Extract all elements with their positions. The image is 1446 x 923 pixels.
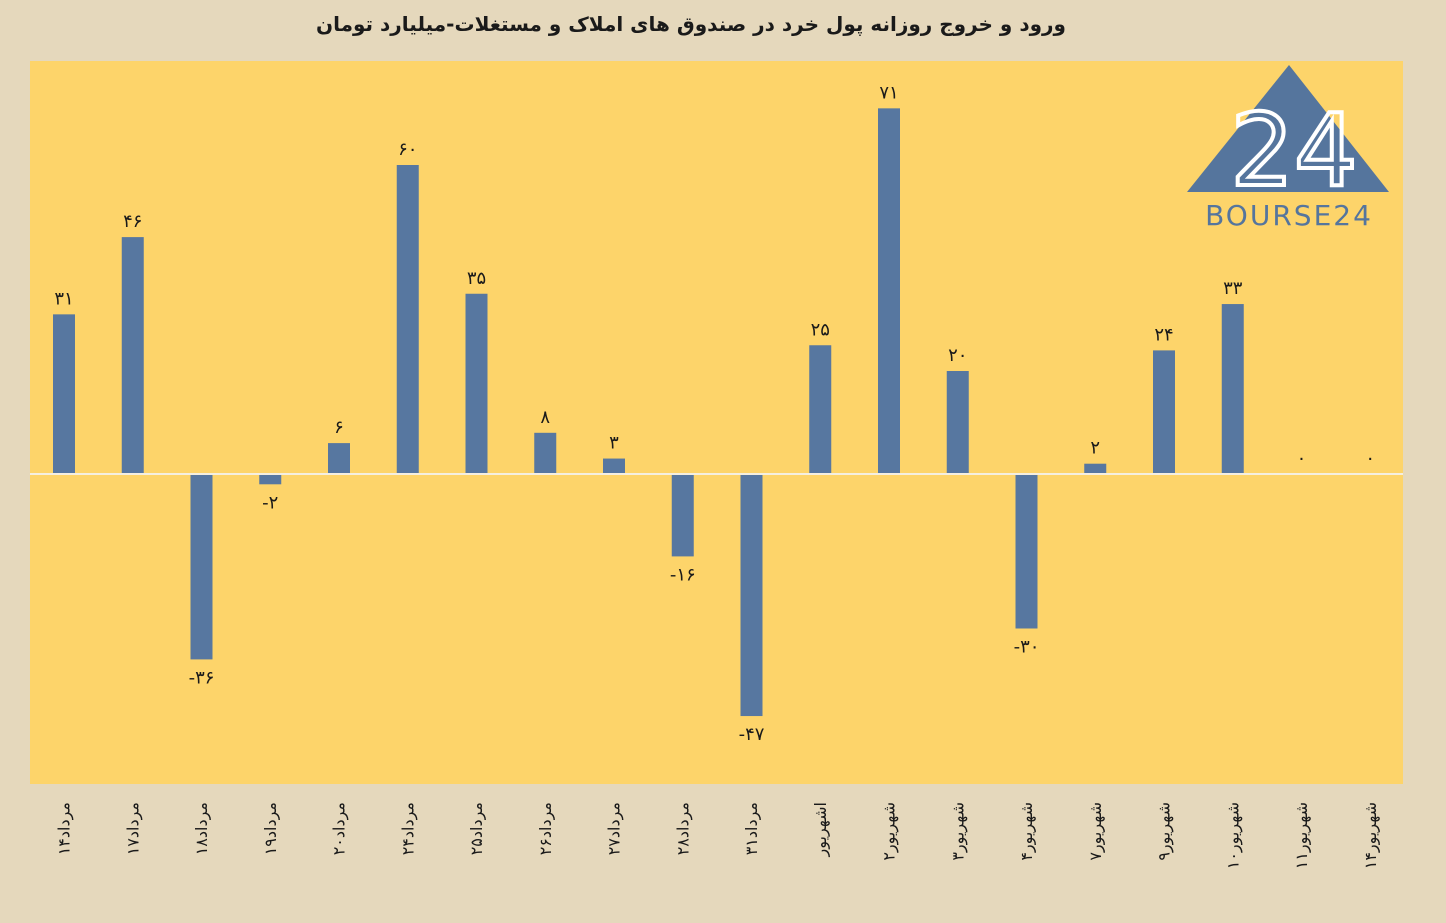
data-label: ۶ — [334, 417, 344, 438]
bar — [1221, 304, 1244, 474]
category-label: ۲شهریور — [880, 802, 900, 861]
bar — [121, 237, 144, 474]
data-label: -۴۷ — [739, 724, 765, 745]
data-label: ۴۶ — [123, 211, 142, 232]
category-label: ۱۴مرداد — [55, 802, 75, 855]
category-label: ۱۱شهریور — [1292, 802, 1312, 869]
data-label: ۳ — [609, 433, 619, 454]
chart-title: ورود و خروج روزانه پول خرد در صندوق های … — [316, 12, 1066, 36]
bar — [396, 165, 419, 474]
category-label: ۲۰مرداد — [330, 802, 350, 855]
data-label: ۳۵ — [467, 268, 486, 289]
data-label: -۳۶ — [189, 667, 215, 688]
data-label: ۷۱ — [879, 82, 898, 103]
bar — [1084, 463, 1107, 474]
data-label: ۳۳ — [1223, 278, 1243, 299]
data-label: ۰ — [1297, 448, 1307, 469]
category-label: ۷شهریور — [1086, 802, 1106, 861]
logo-mark: 24 — [1230, 92, 1357, 209]
bar — [1153, 350, 1175, 474]
bar — [603, 458, 625, 474]
category-labels-group: ۱۴مرداد ۱۷مرداد ۱۸مرداد ۱۹مرداد ۲۰مرداد ۲۴مرد… — [55, 802, 1381, 869]
value-labels-group: ۳۱ ۴۶ -۳۶ -۲ ۶ ۶۰ ۳۵ ۸ ۳ -۱۶ -۴۷ ۲۵ ۷۱ ۲۰ -۳۰ ۲ ۲۴ ۳۳ ۰ ۰ — [54, 82, 1375, 745]
category-label: ۲۵مرداد — [467, 802, 487, 855]
bar — [809, 345, 832, 474]
category-label: ۱۹مرداد — [261, 802, 281, 855]
category-label: ۴شهریور — [1017, 802, 1037, 861]
data-label: ۸ — [540, 407, 550, 428]
data-label: ۰ — [1365, 448, 1375, 469]
logo-triangle-icon — [1187, 65, 1389, 192]
data-label: -۲ — [262, 492, 278, 513]
bar — [53, 314, 75, 474]
data-label: -۳۰ — [1014, 637, 1040, 658]
category-label: اشهریور — [811, 802, 831, 858]
category-label: ۳۱مرداد — [742, 802, 762, 855]
bar — [1015, 474, 1038, 629]
category-label: ۱۷مرداد — [123, 802, 143, 855]
bar — [946, 371, 969, 474]
data-label: ۲۵ — [811, 319, 830, 340]
bar — [671, 474, 694, 557]
data-label: -۱۶ — [670, 564, 696, 585]
category-label: ۲۷مرداد — [605, 802, 625, 855]
data-label: ۲۰ — [948, 345, 967, 366]
bar — [190, 474, 213, 660]
bourse24-logo: 24 BOURSE24 — [1187, 65, 1389, 232]
bar — [878, 108, 900, 474]
bar — [534, 432, 557, 474]
bar — [259, 474, 282, 485]
bar — [740, 474, 763, 717]
category-label: ۱۰شهریور — [1223, 802, 1243, 869]
category-label: ۲۸مرداد — [673, 802, 693, 855]
category-label: ۲۶مرداد — [536, 802, 556, 855]
data-label: ۶۰ — [398, 139, 417, 160]
bar — [328, 443, 350, 474]
data-label: ۲ — [1090, 438, 1100, 459]
category-label: ۹شهریور — [1155, 802, 1175, 861]
bars-group — [53, 108, 1244, 717]
category-label: ۱۴شهریور — [1361, 802, 1381, 869]
data-label: ۳۱ — [54, 288, 73, 309]
category-label: ۱۸مرداد — [192, 802, 212, 855]
category-label: ۲۴مرداد — [398, 802, 418, 855]
logo-text: BOURSE24 — [1205, 199, 1373, 232]
bar — [465, 293, 488, 474]
category-label: ۳شهریور — [948, 802, 968, 861]
data-label: ۲۴ — [1154, 324, 1173, 345]
